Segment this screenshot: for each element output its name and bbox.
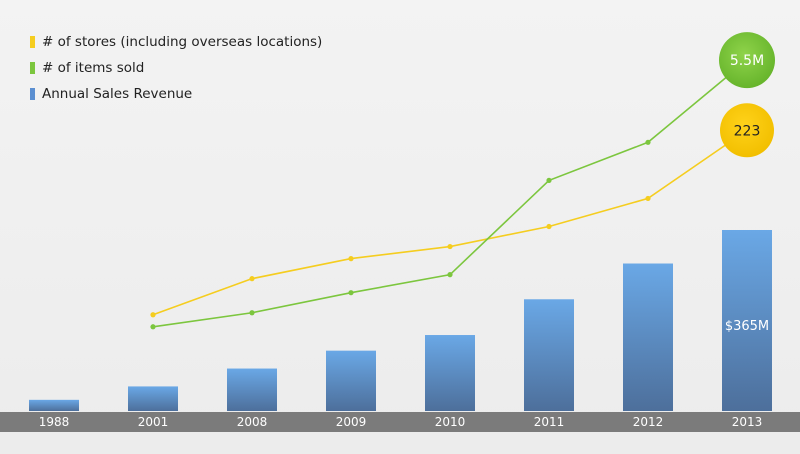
x-tick-2008: 2008 xyxy=(237,415,268,429)
bar-label-2013: $365M xyxy=(725,319,769,334)
point-stores-2001 xyxy=(150,312,156,318)
bubble-label-items-sold: 5.5M xyxy=(730,53,764,69)
bubble-items-sold xyxy=(719,32,775,89)
point-items-sold-2011 xyxy=(546,177,552,183)
point-items-sold-2012 xyxy=(645,139,651,145)
x-tick-1988: 1988 xyxy=(39,415,70,429)
bar-2001 xyxy=(128,386,178,411)
x-tick-2013: 2013 xyxy=(732,415,763,429)
x-tick-2010: 2010 xyxy=(435,415,466,429)
x-axis-band xyxy=(0,412,800,432)
bars-layer: $365M xyxy=(29,230,772,411)
legend: # of stores (including overseas location… xyxy=(30,29,322,107)
point-stores-2011 xyxy=(546,223,552,230)
legend-item-stores: # of stores (including overseas location… xyxy=(30,29,322,55)
x-tick-2012: 2012 xyxy=(633,415,664,429)
bar-2009 xyxy=(326,350,376,411)
legend-item-revenue: Annual Sales Revenue xyxy=(30,81,322,107)
bubble-stores xyxy=(720,103,774,158)
legend-label-items-sold: # of items sold xyxy=(42,60,145,76)
point-items-sold-2010 xyxy=(447,272,453,278)
x-tick-2011: 2011 xyxy=(534,415,565,429)
point-stores-2012 xyxy=(645,195,651,202)
point-stores-2008 xyxy=(249,276,255,282)
point-items-sold-2008 xyxy=(249,310,255,316)
x-axis-ticks: 1988 2001 2008 2009 2010 2011 2012 2013 xyxy=(39,415,763,429)
legend-swatch-items-sold xyxy=(30,62,35,74)
bar-2011 xyxy=(524,299,574,411)
bar-2008 xyxy=(227,368,277,411)
lines-layer: 223 5.5M xyxy=(150,32,775,330)
point-items-sold-2009 xyxy=(348,290,354,296)
x-tick-2009: 2009 xyxy=(336,415,367,429)
bar-1988 xyxy=(29,399,79,411)
bar-2012 xyxy=(623,263,673,411)
legend-swatch-revenue xyxy=(30,88,35,100)
bar-2010 xyxy=(425,335,475,411)
legend-item-items-sold: # of items sold xyxy=(30,55,322,81)
legend-label-revenue: Annual Sales Revenue xyxy=(42,86,193,102)
x-tick-2001: 2001 xyxy=(138,415,169,429)
point-stores-2010 xyxy=(447,243,453,250)
point-stores-2009 xyxy=(348,256,354,262)
point-items-sold-2001 xyxy=(150,324,156,330)
bubble-label-stores: 223 xyxy=(734,123,761,139)
legend-label-stores: # of stores (including overseas location… xyxy=(42,34,323,50)
legend-swatch-stores xyxy=(30,36,35,48)
bar-2013 xyxy=(722,230,772,411)
